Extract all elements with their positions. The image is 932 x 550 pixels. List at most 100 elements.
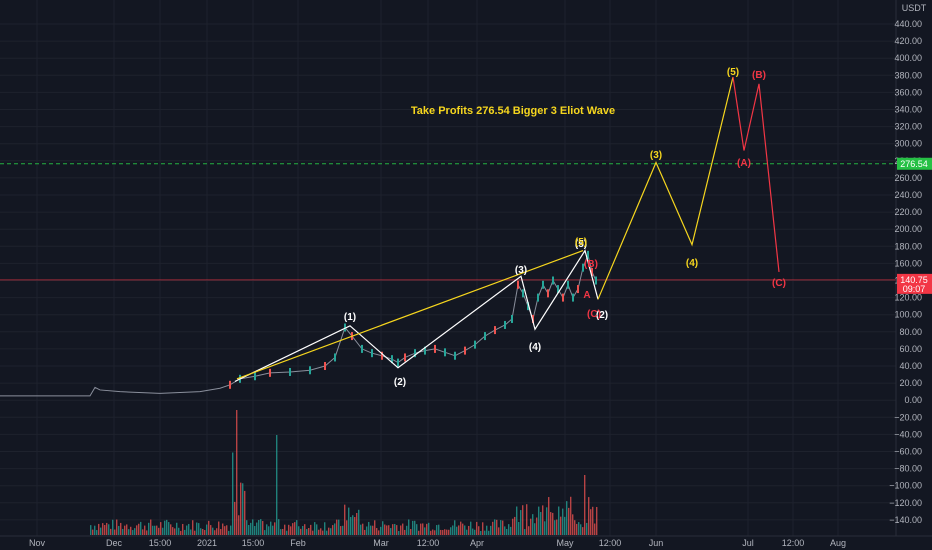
volume-bar xyxy=(242,483,244,535)
volume-bar xyxy=(222,523,224,535)
volume-bar xyxy=(542,505,544,535)
volume-bar xyxy=(280,529,282,535)
volume-bar xyxy=(140,521,142,535)
y-tick-label: 80.00 xyxy=(899,327,922,337)
volume-bar xyxy=(102,523,104,535)
volume-bar xyxy=(146,530,148,535)
volume-bar xyxy=(374,520,376,535)
volume-bar xyxy=(540,512,542,535)
volume-bar xyxy=(564,516,566,535)
price-candle xyxy=(542,280,544,289)
wave-label-5: (5) xyxy=(575,239,587,250)
price-candle xyxy=(414,349,416,358)
y-tick-label: 340.00 xyxy=(894,105,922,115)
volume-bar xyxy=(440,529,442,535)
wave-label-c-red: (C) xyxy=(772,278,786,289)
volume-bar xyxy=(574,520,576,535)
y-tick-label: 360.00 xyxy=(894,87,922,97)
volume-bar xyxy=(340,526,342,535)
volume-bar xyxy=(392,524,394,535)
volume-bar xyxy=(158,527,160,535)
price-candle xyxy=(344,323,346,332)
volume-bar xyxy=(562,508,564,535)
volume-bar xyxy=(214,530,216,535)
volume-bar xyxy=(590,509,592,535)
volume-bar xyxy=(412,520,414,535)
wave-label-1: (1) xyxy=(344,312,356,323)
volume-bar xyxy=(546,507,548,535)
volume-bar xyxy=(454,520,456,535)
volume-bar xyxy=(166,519,168,535)
price-candle xyxy=(289,367,291,376)
volume-bar xyxy=(358,509,360,535)
volume-bar xyxy=(160,522,162,535)
currency-label: USDT xyxy=(902,3,927,13)
volume-bar xyxy=(406,525,408,535)
volume-bar xyxy=(432,529,434,535)
volume-bar xyxy=(290,526,292,535)
volume-bar xyxy=(354,517,356,535)
volume-bar xyxy=(188,523,190,535)
volume-bar xyxy=(148,522,150,535)
wave-label-2b: (2) xyxy=(596,310,608,321)
take-profit-annotation: Take Profits 276.54 Bigger 3 Eliot Wave xyxy=(411,105,615,117)
volume-bar xyxy=(446,529,448,535)
volume-bar xyxy=(526,504,528,535)
volume-bar xyxy=(226,525,228,535)
price-candle xyxy=(464,346,466,355)
volume-bar xyxy=(450,527,452,535)
volume-bar xyxy=(278,519,280,535)
x-tick-label: Jul xyxy=(742,538,754,548)
volume-bar xyxy=(394,523,396,535)
x-tick-label: Mar xyxy=(373,538,389,548)
volume-bar xyxy=(516,506,518,535)
volume-bar xyxy=(220,529,222,535)
volume-bar xyxy=(452,525,454,535)
price-candle xyxy=(494,326,496,335)
volume-bar xyxy=(436,525,438,535)
volume-bar xyxy=(350,516,352,535)
wave-label-4-yellow: (4) xyxy=(686,258,698,269)
y-tick-label: 240.00 xyxy=(894,190,922,200)
price-candle xyxy=(522,289,524,298)
volume-bar xyxy=(408,519,410,535)
volume-bar xyxy=(570,496,572,535)
volume-bar xyxy=(168,522,170,535)
volume-bar xyxy=(336,519,338,535)
volume-bar xyxy=(266,524,268,535)
volume-bar xyxy=(184,529,186,535)
volume-bar xyxy=(142,529,144,535)
volume-bar xyxy=(502,520,504,535)
volume-bar xyxy=(352,515,354,535)
volume-bar xyxy=(150,519,152,535)
price-axis[interactable]: 440.00 420.00 400.00 380.00 360.00 340.00 320.… xyxy=(889,19,932,525)
volume-bar xyxy=(134,528,136,535)
y-tick-label: 180.00 xyxy=(894,241,922,251)
y-tick-label: 300.00 xyxy=(894,139,922,149)
volume-bar xyxy=(254,526,256,535)
volume-bar xyxy=(284,524,286,535)
volume-bar xyxy=(186,525,188,535)
volume-bar xyxy=(494,519,496,535)
volume-bar xyxy=(316,524,318,535)
yellow-trend-line xyxy=(236,250,584,380)
y-tick-label: 60.00 xyxy=(899,344,922,354)
volume-bar xyxy=(538,506,540,535)
x-tick-label: Jun xyxy=(649,538,664,548)
volume-bar xyxy=(496,519,498,535)
price-axis-panel[interactable] xyxy=(896,0,932,536)
volume-bar xyxy=(474,529,476,535)
x-tick-label: Dec xyxy=(106,538,123,548)
volume-bar xyxy=(270,521,272,535)
time-axis[interactable]: Nov Dec 15:00 2021 15:00 Feb Mar 12:00 Apr May 12:… xyxy=(29,538,846,548)
price-candle xyxy=(577,285,579,294)
volume-bar xyxy=(202,528,204,535)
volume-bar xyxy=(376,528,378,535)
price-candle xyxy=(444,348,446,357)
volume-bar xyxy=(386,525,388,535)
volume-bar xyxy=(472,528,474,535)
y-tick-label: 200.00 xyxy=(894,224,922,234)
volume-bar xyxy=(130,526,132,535)
